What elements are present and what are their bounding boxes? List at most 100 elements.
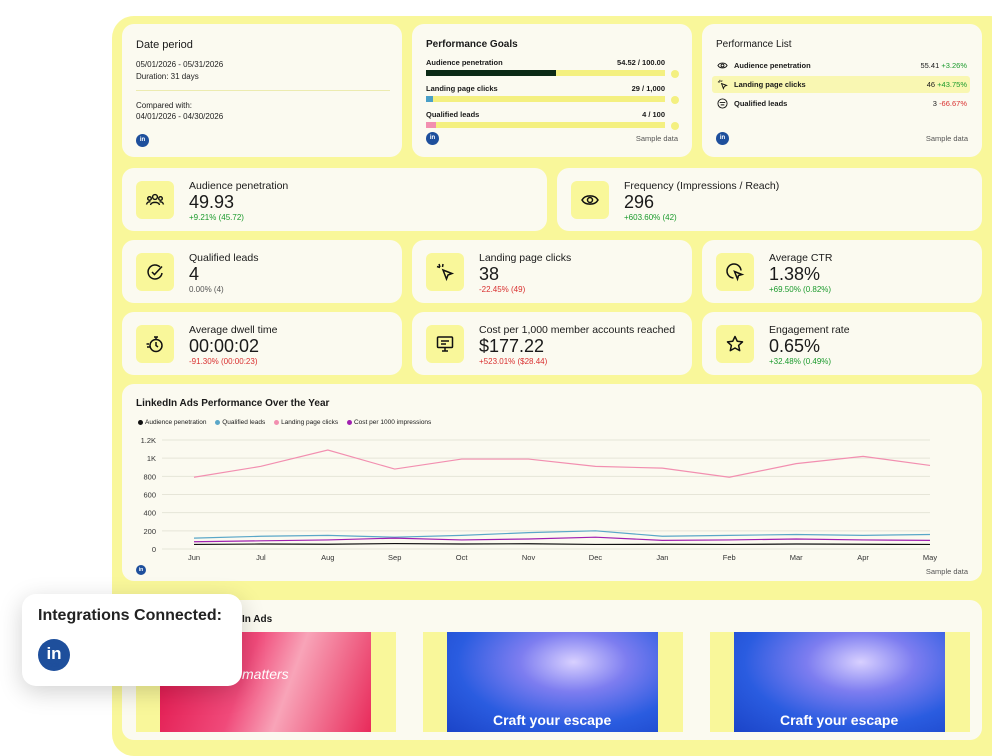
- list-item[interactable]: Audience penetration 55.41 +3.26%: [712, 57, 970, 74]
- kpi-value: 1.38%: [769, 264, 821, 284]
- goal-end-dot: [671, 96, 679, 104]
- x-tick-label: Apr: [857, 553, 869, 562]
- date-period-title: Date period: [136, 39, 193, 51]
- goal-end-dot: [671, 122, 679, 130]
- goal-label: Audience penetration: [426, 58, 503, 67]
- legend-swatch: [346, 419, 352, 425]
- kpi-change: -22.45% (49): [479, 285, 526, 294]
- kpi-value: 00:00:02: [189, 336, 260, 356]
- goal-label: Landing page clicks: [426, 84, 498, 93]
- legend-item[interactable]: Cost per 1000 impressions: [346, 419, 431, 426]
- kpi-change: +69.50% (0.82%): [769, 285, 832, 294]
- x-tick-label: May: [923, 553, 937, 562]
- cursor-click-icon: [717, 79, 728, 90]
- goal-fill: [426, 122, 436, 128]
- kpi-value: 49.93: [189, 192, 235, 212]
- kpi-label: Audience penetration: [189, 180, 289, 192]
- performance-list-card: Performance List Audience penetration 55…: [702, 24, 982, 157]
- kpi-cost-per-1000: Cost per 1,000 member accounts reached $…: [412, 312, 692, 375]
- y-tick-label: 1K: [147, 454, 156, 463]
- duration: Duration: 31 days: [136, 72, 199, 81]
- series-line[interactable]: [193, 536, 931, 543]
- kpi-icon-box: [426, 253, 464, 291]
- legend-label: Audience penetration: [145, 419, 207, 426]
- legend-swatch: [215, 419, 221, 425]
- kpi-icon-box: [136, 253, 174, 291]
- y-tick-label: 800: [143, 472, 156, 481]
- goal-track: [426, 122, 665, 128]
- chart-title: LinkedIn Ads Performance Over the Year: [136, 398, 330, 409]
- goal-value: 4 / 100: [642, 110, 665, 119]
- performance-list-title: Performance List: [716, 39, 792, 50]
- cursor-click-icon: [436, 263, 455, 282]
- x-tick-label: Dec: [589, 553, 603, 562]
- cursor-target-icon: [726, 263, 745, 282]
- kpi-change: +603.60% (42): [624, 213, 677, 222]
- y-tick-label: 400: [143, 509, 156, 518]
- performance-chart-card: LinkedIn Ads Performance Over the Year i…: [122, 384, 982, 581]
- linkedin-badge-icon: in: [716, 132, 729, 145]
- sample-data-label: Sample data: [925, 134, 968, 143]
- legend-item[interactable]: Landing page clicks: [274, 419, 338, 426]
- eye-icon: [581, 195, 599, 205]
- y-tick-label: 0: [152, 545, 156, 554]
- series-line[interactable]: [193, 542, 931, 546]
- list-item-value: 3 -66.67%: [932, 99, 967, 108]
- y-tick-label: 600: [143, 491, 156, 500]
- kpi-label: Average CTR: [769, 252, 833, 264]
- date-range: 05/01/2026 - 05/31/2026: [136, 60, 224, 69]
- kpi-qualified-leads: Qualified leads 4 0.00% (4): [122, 240, 402, 303]
- goal-track: [426, 96, 665, 102]
- list-item-value: 55.41 +3.26%: [920, 61, 967, 70]
- kpi-average-ctr: Average CTR 1.38% +69.50% (0.82%): [702, 240, 982, 303]
- kpi-label: Cost per 1,000 member accounts reached: [479, 324, 676, 336]
- list-item-value: 46 +43.75%: [926, 80, 967, 89]
- goal-end-dot: [671, 70, 679, 78]
- series-line[interactable]: [193, 530, 931, 539]
- list-item[interactable]: Qualified leads 3 -66.67%: [712, 95, 970, 112]
- x-tick-label: Feb: [723, 553, 736, 562]
- y-tick-label: 1.2K: [141, 436, 156, 445]
- legend-item[interactable]: Audience penetration: [138, 419, 206, 426]
- kpi-icon-box: [426, 325, 464, 363]
- kpi-icon-box: [136, 181, 174, 219]
- ad-creative-2[interactable]: Craft your escape: [447, 632, 658, 732]
- kpi-label: Qualified leads: [189, 252, 259, 264]
- compared-label: Compared with:: [136, 101, 193, 110]
- leads-check-icon: [147, 264, 163, 280]
- x-tick-label: Jun: [188, 553, 200, 562]
- linkedin-badge-icon: in: [136, 565, 146, 575]
- kpi-label: Average dwell time: [189, 324, 278, 336]
- legend-swatch: [138, 419, 143, 425]
- goal-value: 54.52 / 100.00: [617, 58, 665, 67]
- series-line[interactable]: [193, 449, 931, 478]
- performance-goals-card: Performance Goals Audience penetration 5…: [412, 24, 692, 157]
- leads-icon: [717, 98, 728, 109]
- kpi-average-dwell-time: Average dwell time 00:00:02 -91.30% (00:…: [122, 312, 402, 375]
- kpi-value: 38: [479, 264, 500, 284]
- goal-track: [426, 70, 665, 76]
- ad-creative-3[interactable]: Craft your escape: [734, 632, 945, 732]
- linkedin-ads-logo-icon[interactable]: in: [38, 639, 70, 671]
- legend-swatch: [274, 419, 280, 425]
- monitor-icon: [436, 336, 454, 352]
- chart-legend: Audience penetration Qualified leads Lan…: [138, 419, 438, 426]
- sample-data-label: Sample data: [635, 134, 678, 143]
- kpi-icon-box: [716, 325, 754, 363]
- eye-icon: [717, 62, 728, 69]
- legend-label: Landing page clicks: [281, 419, 339, 426]
- legend-label: Qualified leads: [222, 419, 266, 426]
- x-tick-label: Mar: [790, 553, 803, 562]
- kpi-frequency: Frequency (Impressions / Reach) 296 +603…: [557, 168, 982, 231]
- kpi-icon-box: [571, 181, 609, 219]
- linkedin-ads-logo-sub: ads: [48, 662, 60, 669]
- legend-item[interactable]: Qualified leads: [215, 419, 265, 426]
- kpi-label: Engagement rate: [769, 324, 850, 336]
- date-period-card: Date period 05/01/2026 - 05/31/2026 Dura…: [122, 24, 402, 157]
- compared-range: 04/01/2026 - 04/30/2026: [136, 112, 224, 121]
- performance-goals-title: Performance Goals: [426, 39, 518, 50]
- linkedin-badge-icon: in: [426, 132, 439, 145]
- linkedin-badge-icon: in: [136, 134, 149, 147]
- list-item[interactable]: Landing page clicks 46 +43.75%: [712, 76, 970, 93]
- timer-icon: [146, 336, 163, 353]
